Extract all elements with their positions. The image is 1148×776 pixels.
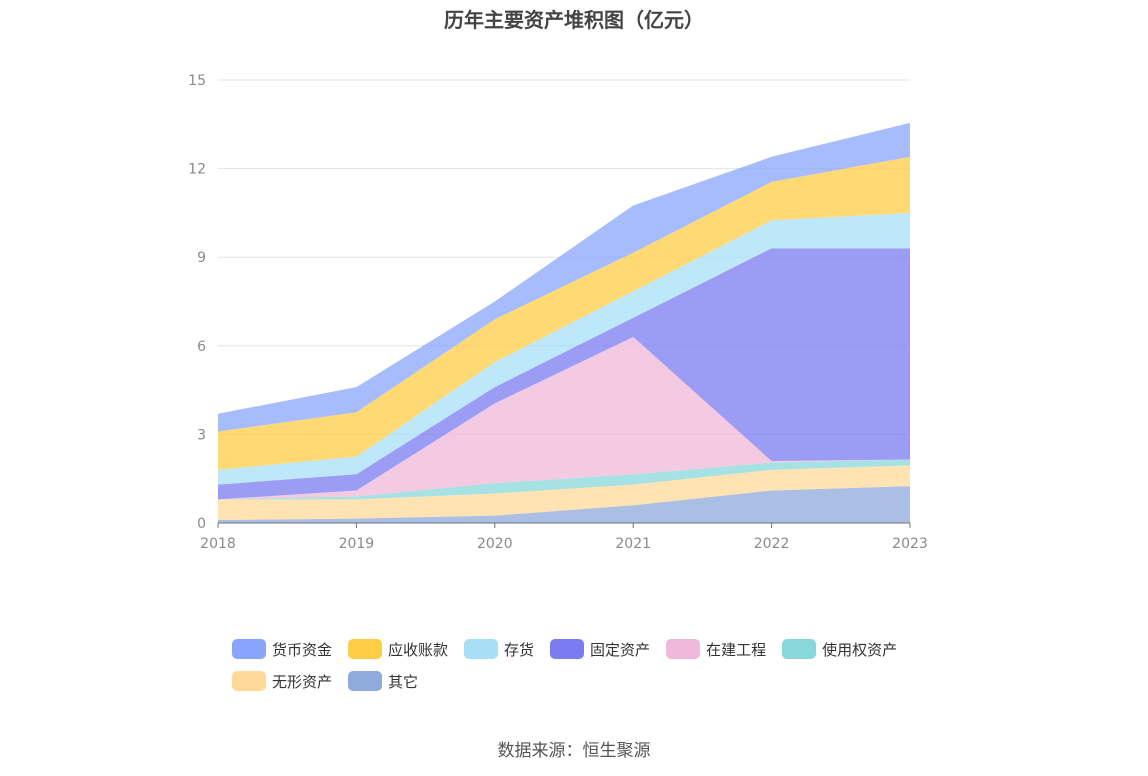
legend-item[interactable]: 货币资金 bbox=[232, 638, 332, 660]
legend-swatch bbox=[666, 639, 701, 659]
source-note: 数据来源：恒生聚源 bbox=[497, 741, 651, 761]
area-series-3 bbox=[218, 336, 910, 500]
legend-swatch bbox=[348, 671, 383, 691]
legend: 货币资金 应收账款 存货 固定资产 在建工程 使用权资产无形资产 其它 bbox=[232, 638, 932, 702]
x-tick-label: 2019 bbox=[339, 536, 375, 552]
area-series-4 bbox=[218, 248, 910, 500]
stacked-area-chart: 0 3 6 9 12 15 2018 2019 2020 2021 2022 2023 bbox=[188, 73, 928, 552]
legend-label: 在建工程 bbox=[706, 640, 767, 659]
legend-swatch bbox=[550, 639, 585, 659]
legend-item[interactable]: 固定资产 bbox=[550, 638, 650, 660]
y-tick-label: 9 bbox=[197, 250, 206, 266]
legend-swatch bbox=[232, 639, 266, 659]
legend-label: 存货 bbox=[504, 640, 535, 659]
legend-label: 其它 bbox=[388, 672, 419, 691]
x-tick-label: 2020 bbox=[477, 536, 513, 552]
chart-title: 历年主要资产堆积图（亿元） bbox=[444, 8, 704, 32]
legend-swatch bbox=[348, 639, 383, 659]
legend-swatch bbox=[232, 671, 266, 691]
area-series-5 bbox=[218, 212, 910, 485]
legend-item[interactable]: 无形资产 bbox=[232, 670, 332, 692]
legend-swatch bbox=[464, 639, 499, 659]
area-series-2 bbox=[218, 459, 910, 500]
legend-item[interactable]: 应收账款 bbox=[348, 638, 448, 660]
legend-label: 固定资产 bbox=[590, 640, 651, 659]
area-series-7 bbox=[218, 122, 910, 432]
legend-label: 应收账款 bbox=[388, 640, 449, 659]
x-tick-label: 2023 bbox=[892, 536, 928, 552]
area-series-0 bbox=[218, 486, 910, 523]
x-tick-label: 2018 bbox=[200, 536, 236, 552]
legend-item[interactable]: 存货 bbox=[464, 638, 534, 660]
y-tick-label: 6 bbox=[197, 339, 206, 355]
area-series-6 bbox=[218, 156, 910, 470]
legend-item[interactable]: 其它 bbox=[348, 670, 418, 692]
axis-layer: 0 3 6 9 12 15 2018 2019 2020 2021 2022 2023 bbox=[188, 73, 928, 552]
area-layer bbox=[218, 122, 910, 523]
area-series-1 bbox=[218, 465, 910, 521]
y-tick-label: 15 bbox=[188, 73, 206, 89]
x-tick-label: 2022 bbox=[754, 536, 790, 552]
legend-swatch bbox=[782, 639, 817, 659]
legend-item[interactable]: 使用权资产 bbox=[782, 638, 897, 660]
y-tick-label: 3 bbox=[197, 427, 206, 443]
legend-label: 无形资产 bbox=[272, 672, 333, 691]
y-tick-label: 12 bbox=[188, 162, 206, 178]
legend-label: 使用权资产 bbox=[822, 640, 898, 659]
legend-label: 货币资金 bbox=[272, 640, 333, 659]
legend-item[interactable]: 在建工程 bbox=[666, 638, 766, 660]
x-tick-label: 2021 bbox=[615, 536, 651, 552]
y-tick-label: 0 bbox=[197, 516, 206, 532]
